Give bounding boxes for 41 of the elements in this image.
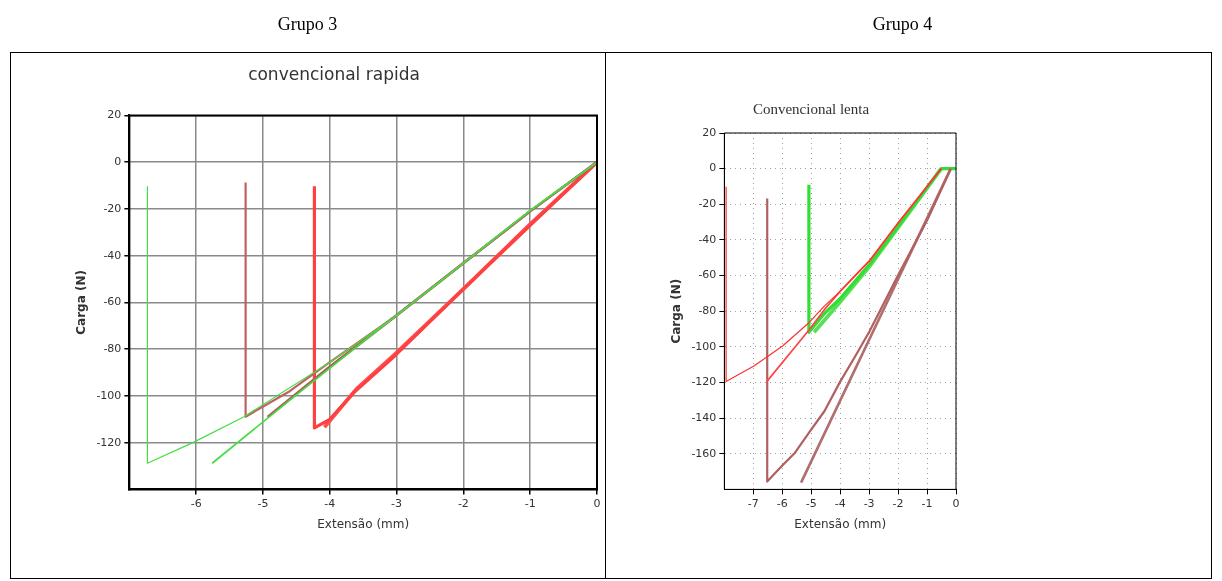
y-tick-label: -120 [96,435,122,449]
y-tick-label: -60 [103,295,122,309]
y-tick-label: -120 [691,375,717,389]
y-tick-label: -80 [698,304,717,318]
x-tick-label: -6 [190,496,202,510]
y-tick-label: -100 [691,339,717,353]
y-tick-label: -40 [698,232,717,246]
x-tick-label: 0 [593,496,601,510]
y-tick-label: -80 [103,342,122,356]
x-tick-label: 0 [952,496,960,510]
x-tick-label: -4 [324,496,336,510]
chart-subtitle: convencional rapida [248,63,420,84]
chart-title: Grupo 3 [276,14,339,35]
y-tick-label: -140 [691,410,717,424]
y-tick-label: 20 [107,108,122,122]
x-tick-label: -6 [776,496,788,510]
x-tick-label: -1 [524,496,536,510]
y-tick-label: -40 [103,248,122,262]
x-axis-title: Extensão (mm) [317,516,410,531]
chart-subtitle: Convencional lenta [752,100,870,117]
x-tick-label: -3 [391,496,403,510]
x-axis-title: Extensão (mm) [794,516,887,531]
x-tick-label: -2 [892,496,904,510]
y-tick-label: -20 [103,201,122,215]
x-tick-label: -5 [805,496,817,510]
x-tick-label: -4 [834,496,846,510]
y-axis-title: Carga (N) [669,278,684,344]
y-tick-label: 0 [114,155,122,169]
x-tick-label: -7 [747,496,759,510]
y-tick-label: 0 [709,161,717,175]
y-tick-label: -100 [96,388,122,402]
y-axis-title: Carga (N) [74,270,89,335]
y-tick-label: 20 [702,125,717,139]
y-tick-label: -160 [691,446,717,460]
x-tick-label: -1 [921,496,933,510]
chart-title: Grupo 4 [871,14,934,35]
y-tick-label: -20 [698,197,717,211]
x-tick-label: -3 [863,496,875,510]
x-tick-label: -5 [257,496,269,510]
x-tick-label: -2 [457,496,469,510]
y-tick-label: -60 [698,268,717,282]
